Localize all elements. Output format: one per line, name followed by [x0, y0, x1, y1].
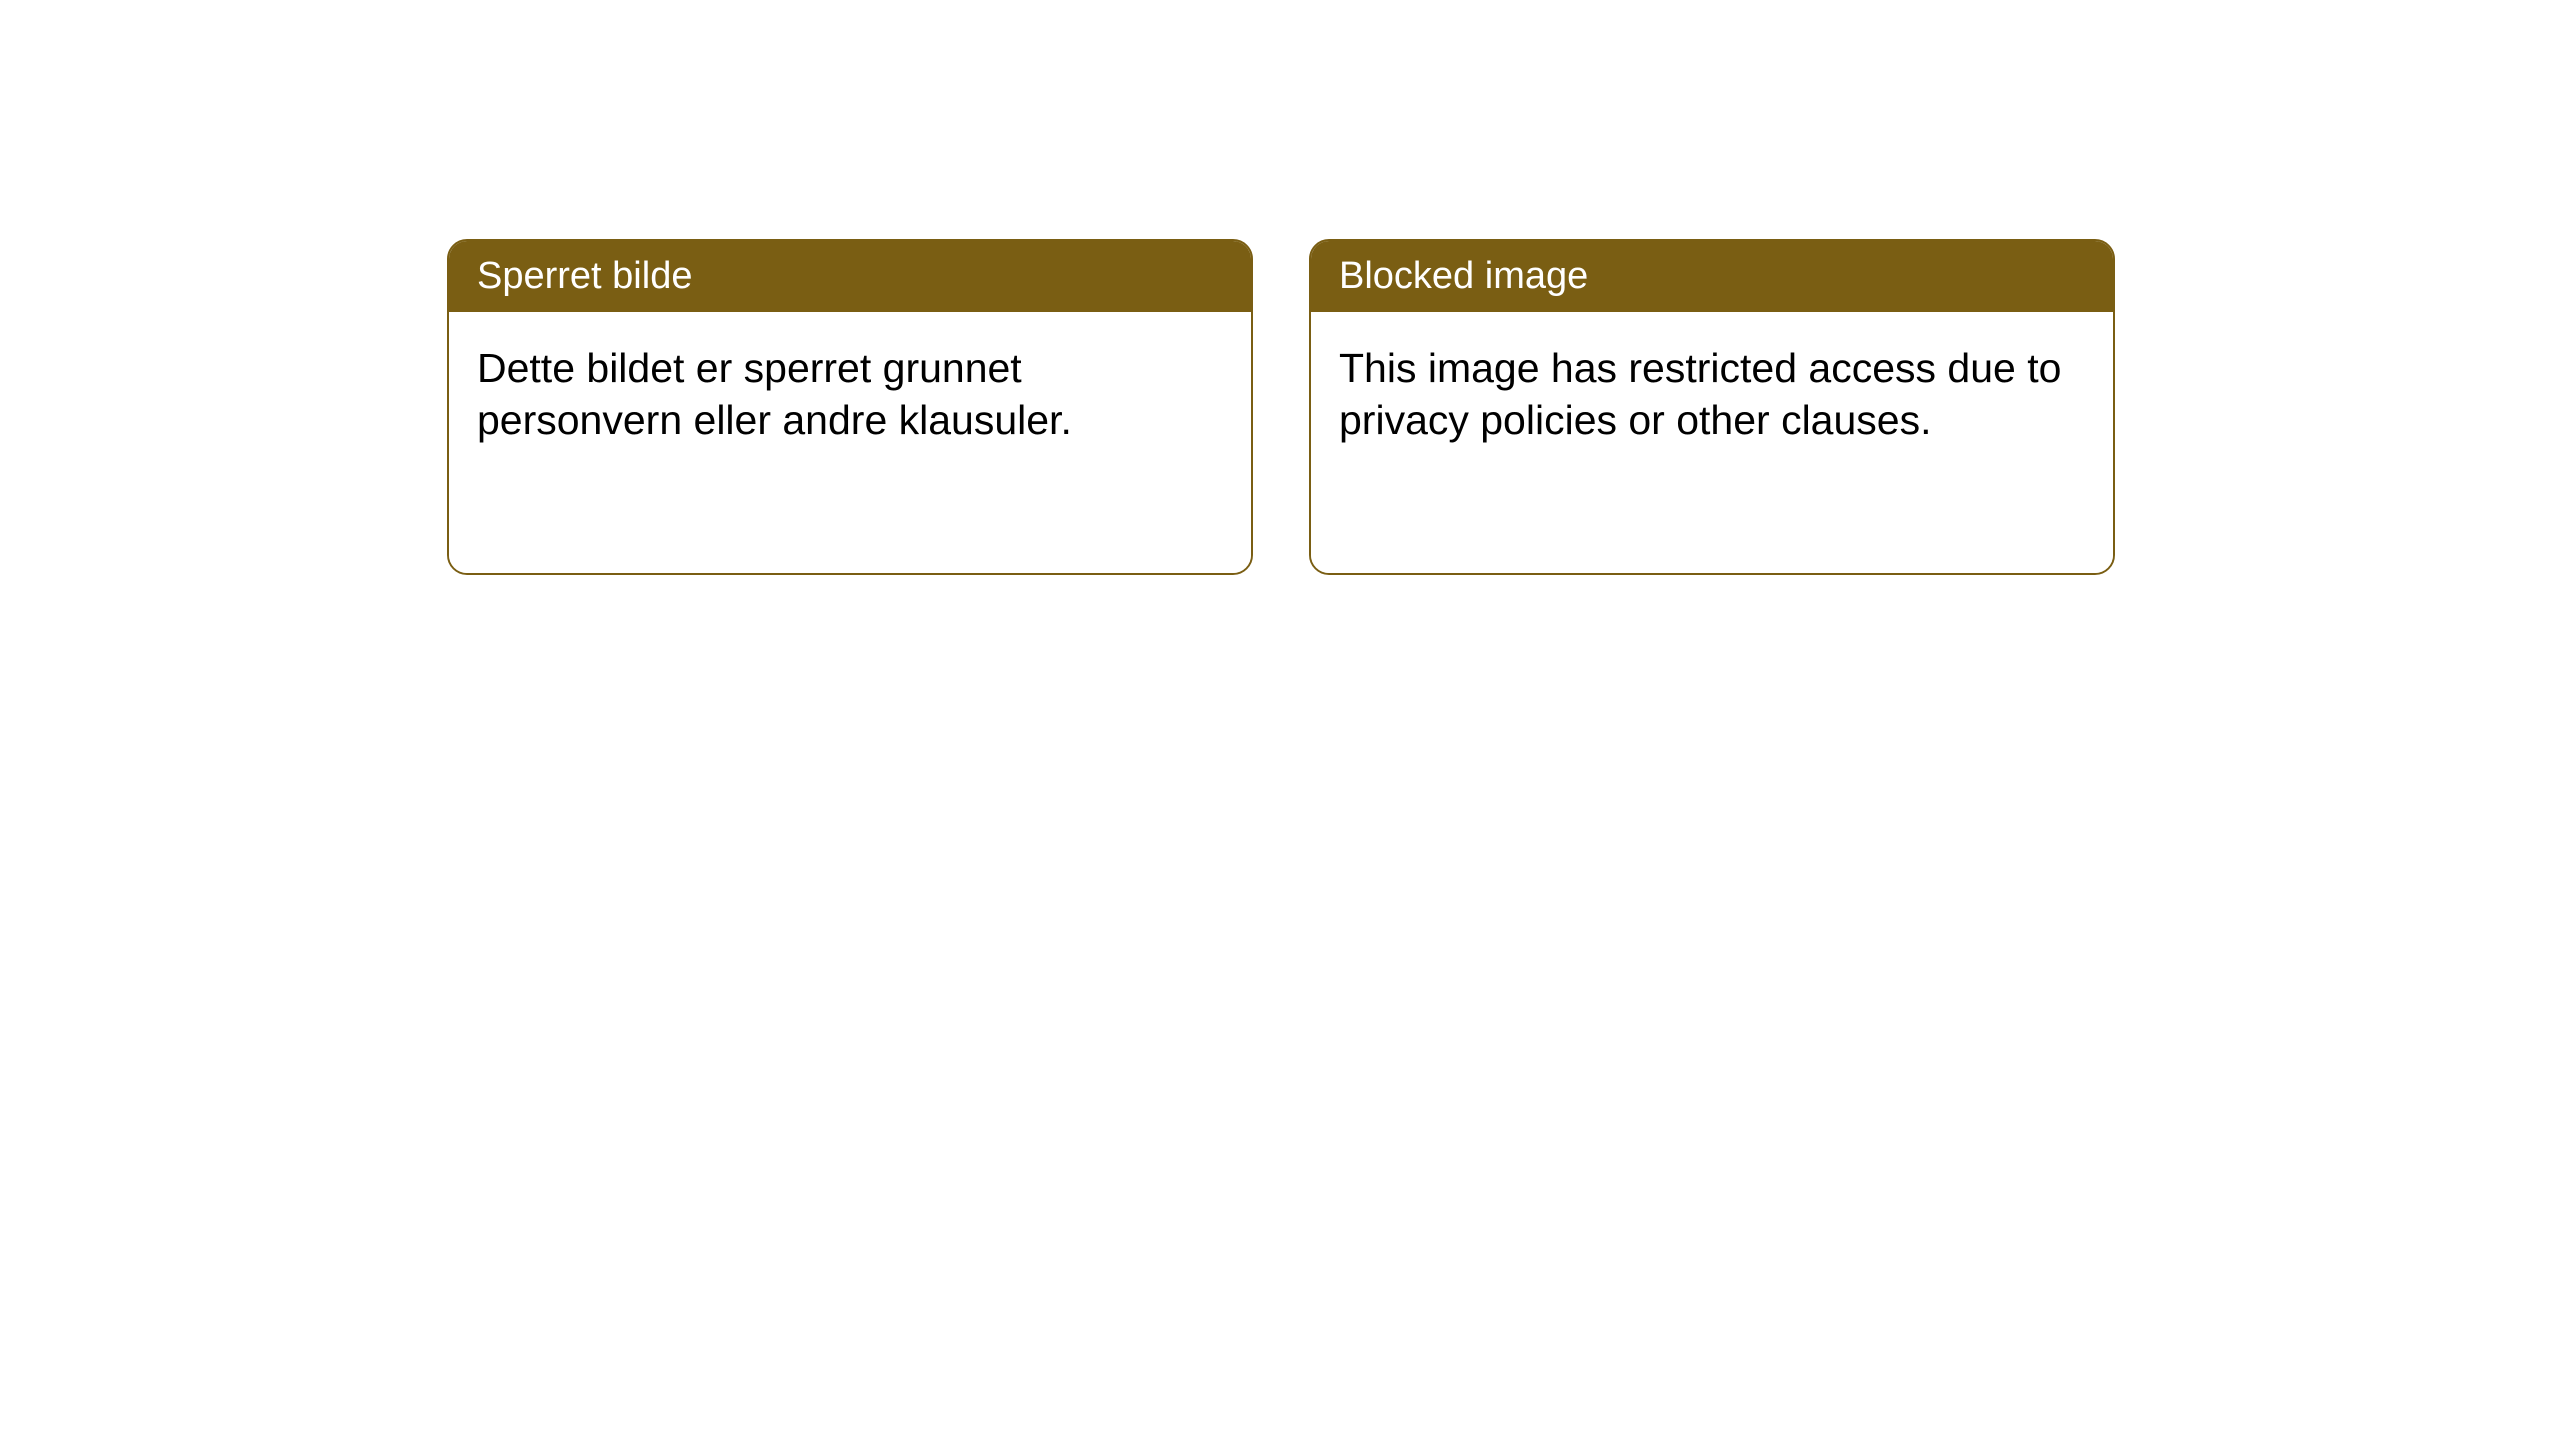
card-header: Sperret bilde: [449, 241, 1251, 312]
card-message: This image has restricted access due to …: [1339, 345, 2061, 443]
card-message: Dette bildet er sperret grunnet personve…: [477, 345, 1072, 443]
notice-cards-container: Sperret bilde Dette bildet er sperret gr…: [447, 239, 2115, 575]
card-title: Blocked image: [1339, 255, 1588, 297]
card-header: Blocked image: [1311, 241, 2113, 312]
card-title: Sperret bilde: [477, 255, 692, 297]
card-body: Dette bildet er sperret grunnet personve…: [449, 312, 1251, 573]
notice-card-norwegian: Sperret bilde Dette bildet er sperret gr…: [447, 239, 1253, 575]
card-body: This image has restricted access due to …: [1311, 312, 2113, 573]
notice-card-english: Blocked image This image has restricted …: [1309, 239, 2115, 575]
